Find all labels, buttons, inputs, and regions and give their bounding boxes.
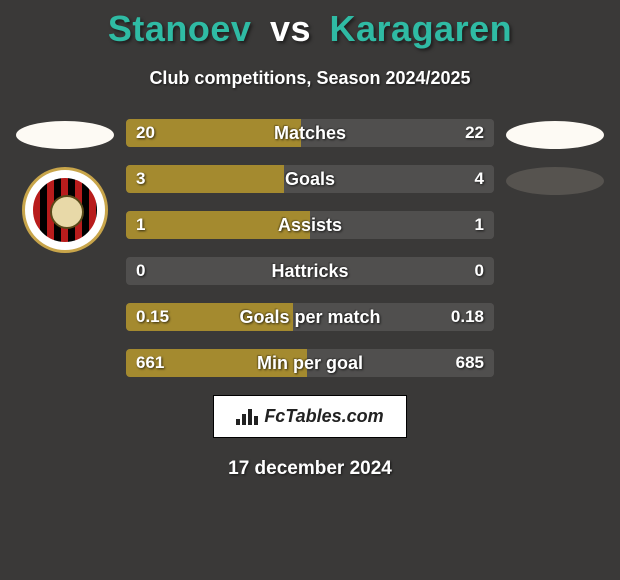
stat-bars: 2022Matches 34Goals 11Assists 00Hattricks 0.… [120,119,500,377]
stat-label: Goals per match [126,303,494,331]
stat-label: Matches [126,119,494,147]
stat-bar: 661685Min per goal [126,349,494,377]
stat-bar: 34Goals [126,165,494,193]
stat-label: Hattricks [126,257,494,285]
stat-bar: 0.150.18Goals per match [126,303,494,331]
footer-logo-box: FcTables.com [0,395,620,438]
stat-label: Goals [126,165,494,193]
footer-logo-text: FcTables.com [264,406,383,427]
right-placeholder-oval-2 [506,167,604,195]
right-placeholder-oval-1 [506,121,604,149]
stat-bar: 2022Matches [126,119,494,147]
player2-name: Karagaren [330,8,513,49]
stat-label: Assists [126,211,494,239]
date: 17 december 2024 [0,458,620,480]
stat-label: Min per goal [126,349,494,377]
right-side [500,119,610,377]
left-placeholder-oval [16,121,114,149]
stat-bar: 00Hattricks [126,257,494,285]
stat-bar: 11Assists [126,211,494,239]
player1-name: Stanoev [108,8,252,49]
main-area: 2022Matches 34Goals 11Assists 00Hattricks 0.… [0,119,620,377]
comparison-title: Stanoev vs Karagaren [0,0,620,50]
fctables-logo: FcTables.com [213,395,406,438]
vs-text: vs [270,8,311,49]
club-logo-left [22,167,108,253]
left-side [10,119,120,377]
bars-icon [236,409,258,425]
subtitle: Club competitions, Season 2024/2025 [0,68,620,89]
